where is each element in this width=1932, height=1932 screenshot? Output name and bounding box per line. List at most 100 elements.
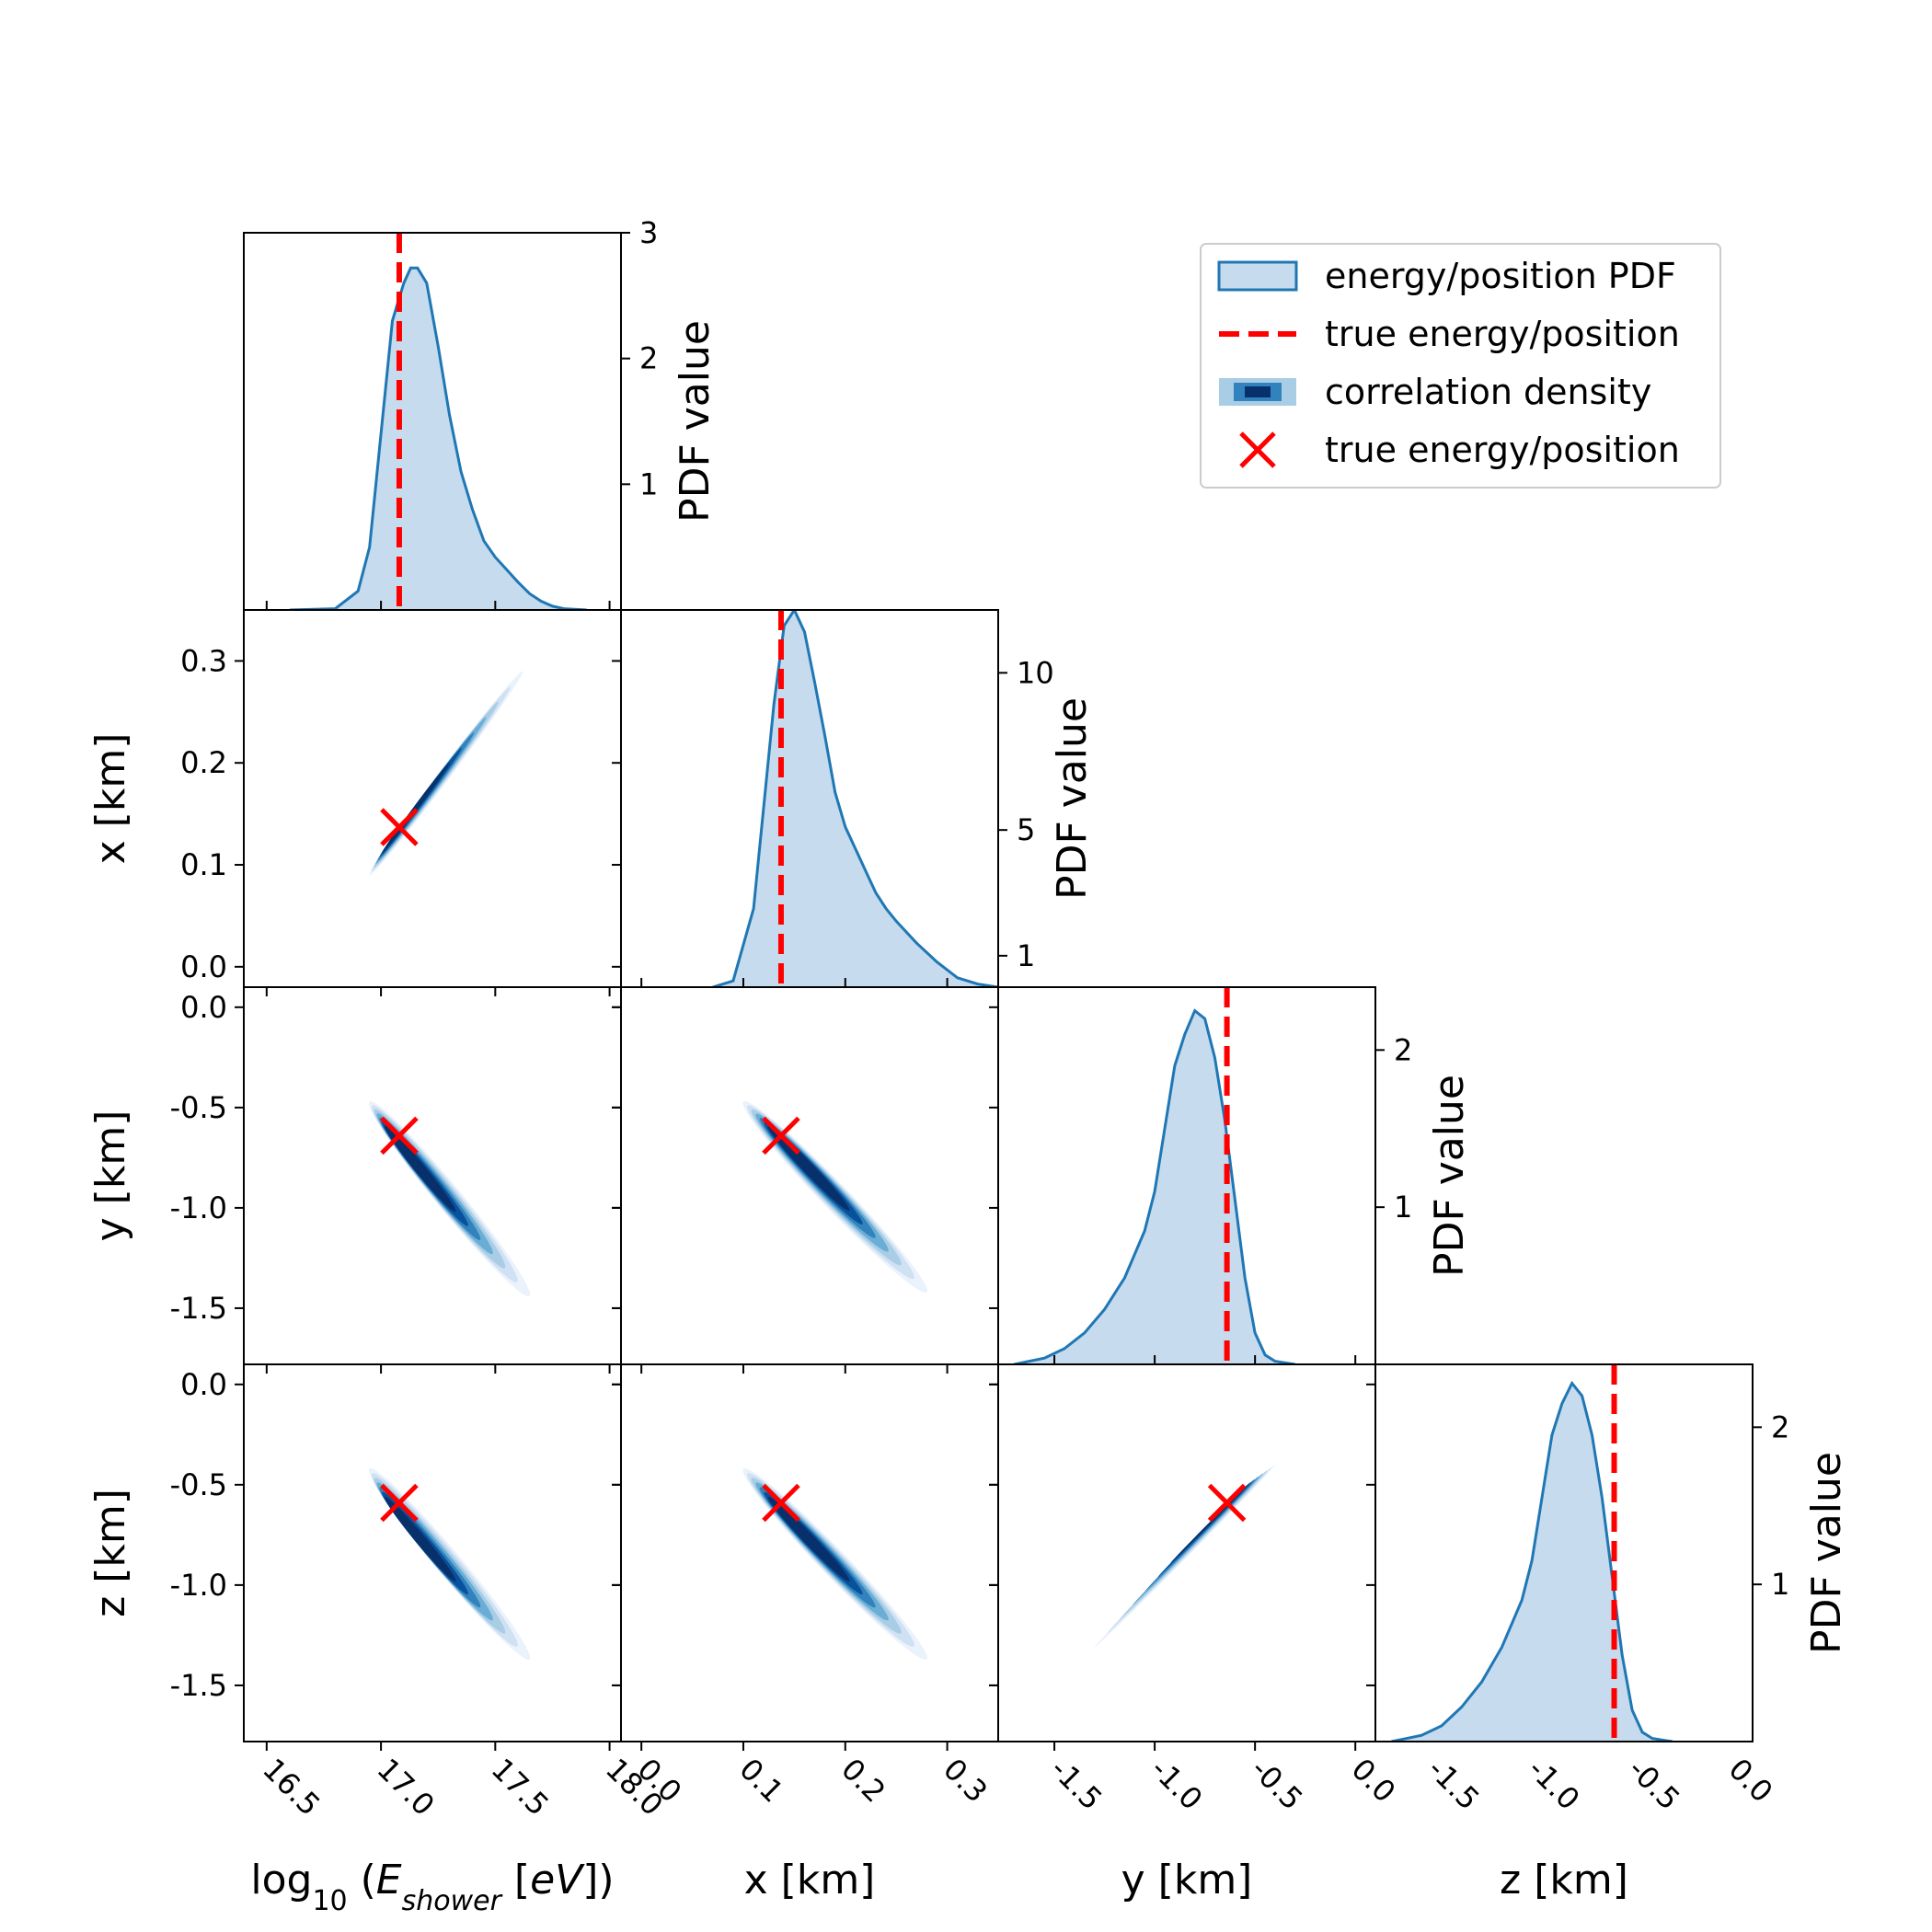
pdf-curve [712, 610, 998, 987]
ylabel-y: y [km] [87, 1110, 134, 1242]
density-clip-group [368, 1468, 531, 1660]
xlabel-x: x [km] [744, 1857, 876, 1903]
legend-density-swatch-core [1245, 386, 1271, 397]
marginal-panel-E: 1 2 3 PDF value [243, 215, 719, 611]
true-value-marker [762, 1116, 800, 1156]
pdf-ytick-label: 3 [639, 215, 658, 250]
true-value-marker [380, 1116, 419, 1156]
marker-stroke [1239, 431, 1276, 468]
ytick-label: -0.5 [170, 1467, 227, 1502]
legend-label: true energy/position [1325, 430, 1680, 470]
bottom-axis-x: 0.0 0.1 0.2 0.3x [km] [631, 1752, 995, 1903]
marginal-clip-group [712, 610, 998, 987]
marginal-panel-y: 1 2 PDF value [997, 986, 1473, 1365]
ytick-label: 0.2 [180, 745, 227, 780]
pdf-ytick-label: 2 [1394, 1032, 1412, 1067]
legend-pdf-swatch [1217, 260, 1298, 292]
correlation-panel-x-y [612, 986, 999, 1374]
pdf-ytick-label: 5 [1017, 812, 1035, 847]
xtick-label: -0.5 [1621, 1752, 1686, 1817]
density-contour-level [384, 1496, 456, 1581]
xtick-label: 17.0 [370, 1752, 441, 1823]
pdf-ytick-label: 2 [639, 341, 658, 376]
marginal-clip-group [289, 233, 587, 610]
pdf-curve [1014, 1008, 1296, 1364]
ylabel-x: x [km] [87, 733, 134, 865]
ytick-label: 0.0 [180, 1367, 227, 1402]
xtick-label: -1.5 [1043, 1752, 1109, 1817]
marker-stroke [762, 1483, 800, 1523]
xtick-label: -1.0 [1521, 1752, 1586, 1817]
xlabel-energy-part: shower [402, 1885, 503, 1917]
pdf-ytick-label: 10 [1017, 655, 1054, 690]
xtick-label: 17.5 [485, 1752, 556, 1823]
ytick-label: 0.3 [180, 643, 227, 678]
xlabel-energy-part: eV [530, 1857, 585, 1903]
marginal-clip-group [1391, 1364, 1673, 1742]
xtick-label: 0.3 [937, 1752, 995, 1810]
marginal-panel-x: 1 5 10 PDF value [620, 609, 1096, 988]
xlabel-z: z [km] [1500, 1857, 1628, 1903]
xtick-label: 16.5 [256, 1752, 327, 1823]
left-axis-y: -1.5 -1.0 -0.5 0.0 y [km] [87, 990, 227, 1326]
pdf-fill [1014, 1010, 1295, 1364]
xlabel-energy-part: ]) [582, 1857, 614, 1903]
pdf-ylabel: PDF value [1803, 1452, 1850, 1654]
xtick-label: 0.0 [1722, 1752, 1780, 1810]
ytick-label: -1.5 [170, 1668, 227, 1703]
xtick-label: 0.1 [732, 1752, 790, 1810]
legend-box [1200, 243, 1721, 489]
pdf-ylabel: PDF value [672, 320, 719, 523]
marginal-clip-group [1014, 987, 1296, 1364]
true-value-marker [762, 1483, 800, 1523]
xlabel-energy-part: ( [348, 1857, 376, 1903]
pdf-ylabel: PDF value [1049, 697, 1096, 900]
marginal-panel-z: 1 2 PDF value [1374, 1363, 1850, 1742]
xtick-label: 0.2 [834, 1752, 892, 1810]
ytick-label: -1.0 [170, 1190, 227, 1225]
left-axis-x: 0.0 0.1 0.2 0.3 x [km] [87, 643, 227, 983]
legend: energy/position PDF true energy/position c… [1200, 243, 1721, 489]
marker-stroke [380, 808, 419, 846]
xlabel-energy-part: E [376, 1857, 402, 1903]
legend-label: correlation density [1325, 372, 1651, 412]
density-contour-level [767, 1496, 850, 1581]
marker-stroke [380, 1483, 419, 1523]
left-axis-z: -1.5 -1.0 -0.5 0.0 z [km] [87, 1367, 227, 1703]
density-clip-group [369, 671, 523, 876]
marker-stroke [380, 1116, 419, 1156]
xlabel-energy-part: log [250, 1857, 312, 1903]
true-value-marker [380, 1483, 419, 1523]
xlabel-energy: log10 (Eshower [eV]) [250, 1857, 614, 1917]
bottom-axis-y: -1.5 -1.0 -0.5 0.0 y [km] [1043, 1752, 1402, 1903]
xtick-label: -1.0 [1144, 1752, 1209, 1817]
pdf-ytick-label: 1 [1771, 1567, 1789, 1602]
ytick-label: -1.0 [170, 1568, 227, 1603]
density-contour-level [767, 1126, 850, 1212]
pdf-ytick-label: 1 [1394, 1190, 1412, 1225]
xlabel-y: y [km] [1121, 1857, 1253, 1903]
density-clip-group [742, 1467, 927, 1661]
correlation-panel-x-z [612, 1363, 999, 1751]
pdf-ytick-label: 1 [639, 466, 658, 501]
ytick-label: -0.5 [170, 1090, 227, 1125]
pdf-curve [289, 266, 587, 610]
marker-stroke [762, 1116, 800, 1156]
pdf-curve [1391, 1380, 1673, 1742]
true-value-marker [1207, 1483, 1247, 1523]
bottom-axis-z: -1.5 -1.0 -0.5 0.0 z [km] [1420, 1752, 1779, 1903]
panel-frame [997, 1363, 1376, 1742]
legend-label: energy/position PDF [1325, 256, 1676, 296]
xtick-label: 0.0 [1345, 1752, 1403, 1810]
pdf-ylabel: PDF value [1426, 1075, 1473, 1277]
pdf-fill [289, 268, 587, 610]
pdf-ytick-label: 2 [1771, 1409, 1789, 1444]
ylabel-z: z [km] [87, 1489, 134, 1617]
density-clip-group [1094, 1465, 1275, 1648]
legend-true-marker-swatch [1239, 431, 1276, 468]
correlation-panel-E-x [235, 609, 622, 996]
correlation-panel-E-z [235, 1363, 622, 1751]
